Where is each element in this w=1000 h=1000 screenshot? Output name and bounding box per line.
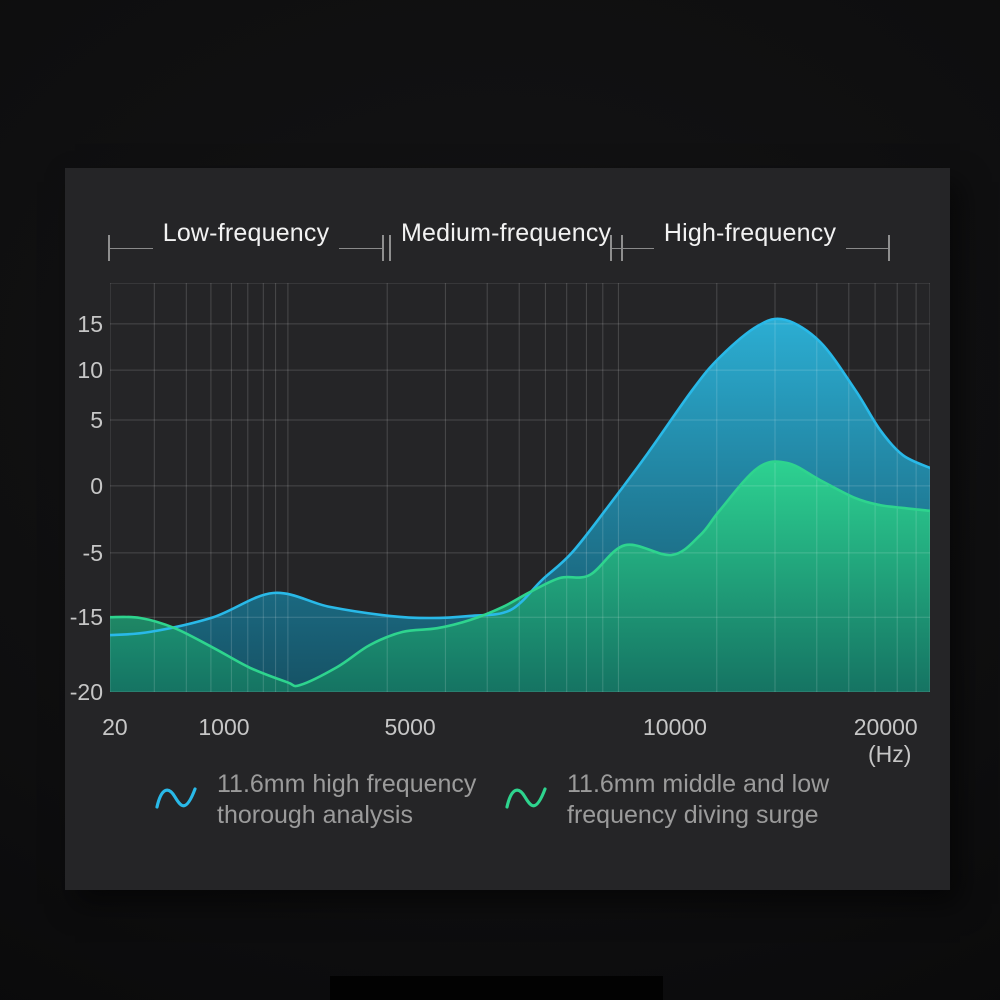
band-left-tick bbox=[108, 235, 110, 261]
band-medium-frequency: Medium-frequency bbox=[389, 219, 624, 261]
y-tick-label: -5 bbox=[82, 539, 103, 566]
band-line bbox=[612, 247, 654, 249]
legend-line-2: frequency diving surge bbox=[567, 801, 819, 829]
band-line bbox=[110, 247, 153, 249]
band-label-medium: Medium-frequency bbox=[401, 218, 612, 247]
chart-panel: Low-frequency Medium-frequency High-freq… bbox=[65, 168, 950, 890]
bottom-watermark-blackout bbox=[330, 976, 663, 1000]
y-tick-label: -15 bbox=[69, 604, 103, 631]
x-tick-label: 5000 bbox=[384, 714, 436, 740]
blue-wave-icon bbox=[155, 787, 197, 809]
y-tick-label: 0 bbox=[90, 472, 103, 499]
legend-text: 11.6mm middle and low frequency diving s… bbox=[567, 769, 829, 831]
y-tick-label: 5 bbox=[90, 407, 103, 433]
y-tick-label: -20 bbox=[69, 679, 103, 705]
frequency-response-chart bbox=[110, 283, 930, 692]
x-tick-label: 1000 bbox=[198, 714, 250, 740]
green-wave-icon bbox=[505, 787, 547, 809]
x-tick-label: 20 bbox=[102, 714, 128, 740]
legend-line-2: thorough analysis bbox=[217, 801, 413, 829]
band-label-high: High-frequency bbox=[663, 218, 837, 247]
band-right-tick bbox=[888, 235, 890, 261]
band-left-tick bbox=[389, 235, 391, 261]
band-label-low: Low-frequency bbox=[162, 218, 330, 247]
x-tick-label: 10000 bbox=[642, 714, 707, 740]
y-tick-label: 10 bbox=[77, 357, 103, 384]
legend-item-high-frequency: 11.6mm high frequency thorough analysis bbox=[153, 769, 476, 831]
x-tick-label: 20000 bbox=[853, 714, 918, 740]
legend-item-mid-low-frequency: 11.6mm middle and low frequency diving s… bbox=[503, 769, 829, 831]
band-line bbox=[846, 247, 888, 249]
band-right-tick bbox=[382, 235, 385, 261]
legend-text: 11.6mm high frequency thorough analysis bbox=[217, 769, 476, 831]
legend-line-1: 11.6mm high frequency bbox=[217, 770, 477, 798]
band-high-frequency: High-frequency bbox=[610, 219, 890, 261]
band-left-tick bbox=[610, 235, 612, 261]
legend-line-1: 11.6mm middle and low bbox=[567, 770, 830, 798]
band-line bbox=[339, 247, 383, 249]
x-axis-unit: (Hz) bbox=[868, 741, 912, 767]
band-low-frequency: Low-frequency bbox=[108, 219, 385, 261]
chart-area bbox=[110, 283, 930, 692]
y-tick-label: 15 bbox=[77, 310, 103, 337]
